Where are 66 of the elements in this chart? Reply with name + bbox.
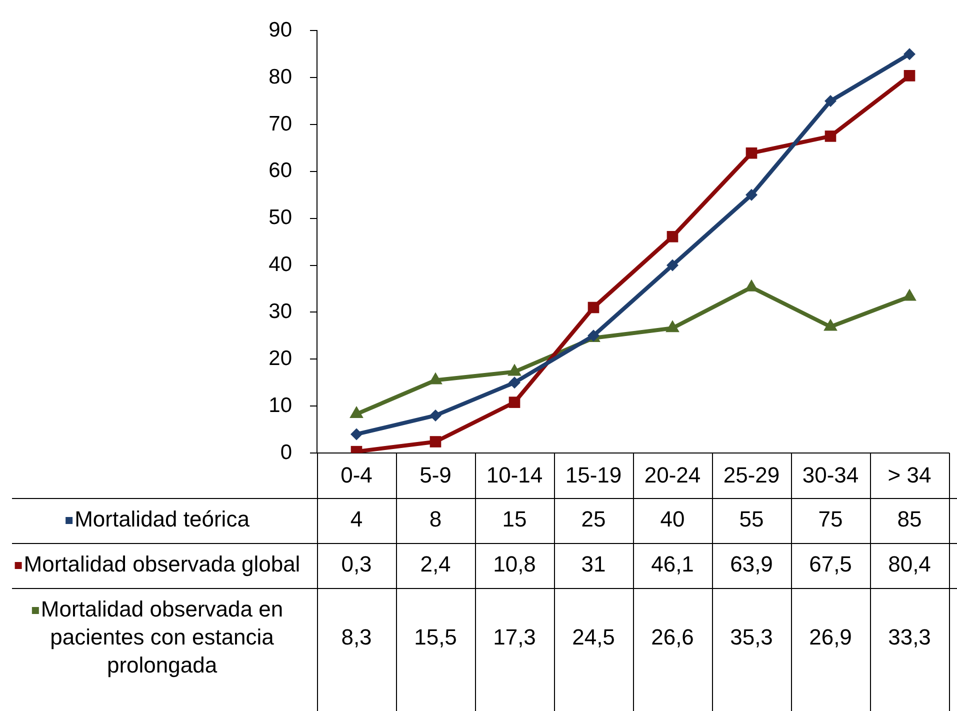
point xyxy=(824,95,836,107)
data-label: 25 xyxy=(581,506,606,532)
legend-label: Mortalidad observada global xyxy=(24,552,300,577)
data-label: 85 xyxy=(897,506,922,532)
y-tick-label: 70 xyxy=(268,112,292,136)
point xyxy=(744,279,758,292)
y-tick-label: 40 xyxy=(268,253,292,276)
data-label: 67,5 xyxy=(809,552,852,577)
y-tick-label: 60 xyxy=(268,159,292,182)
point xyxy=(588,302,600,314)
point xyxy=(746,147,758,159)
x-tick-label: 15-19 xyxy=(565,462,622,488)
data-label: 0,3 xyxy=(341,552,372,577)
data-label: 24,5 xyxy=(572,624,615,650)
data-label: 75 xyxy=(818,506,843,532)
y-tick-label: 20 xyxy=(268,346,292,370)
data-label: 15 xyxy=(502,506,527,532)
point xyxy=(350,406,364,418)
y-tick-label: 30 xyxy=(268,300,292,323)
data-label: 46,1 xyxy=(651,552,694,577)
point xyxy=(430,436,442,448)
y-tick-label: 50 xyxy=(268,206,292,230)
data-label: 10,8 xyxy=(493,552,536,577)
legend-label: Mortalidad teórica xyxy=(74,506,250,532)
point xyxy=(430,409,442,422)
data-label: 4 xyxy=(350,506,363,532)
point xyxy=(666,259,678,272)
point xyxy=(902,288,916,301)
y-tick-label: 0 xyxy=(280,440,292,464)
data-label: 2,4 xyxy=(420,552,451,577)
data-label: 8 xyxy=(429,506,442,532)
point xyxy=(904,70,916,82)
data-label: 8,3 xyxy=(341,624,372,650)
data-label: 15,5 xyxy=(414,624,457,650)
data-label: 63,9 xyxy=(730,552,773,577)
point xyxy=(350,428,362,440)
data-label: 55 xyxy=(739,506,764,532)
point xyxy=(428,372,442,384)
y-tick-label: 80 xyxy=(268,65,292,88)
x-tick-label: 25-29 xyxy=(723,462,780,488)
x-tick-label: 10-14 xyxy=(486,462,543,488)
point xyxy=(824,318,838,331)
data-label: 80,4 xyxy=(888,552,931,577)
x-tick-label: 0-4 xyxy=(340,462,372,488)
data-label: 26,9 xyxy=(809,624,852,650)
data-label: 26,6 xyxy=(651,624,694,650)
x-tick-label: 5-9 xyxy=(420,462,452,488)
y-tick-label: 90 xyxy=(268,18,292,42)
legend-label: Mortalidad observada en pacientes con estancia prolongada xyxy=(40,596,284,678)
point xyxy=(824,130,836,142)
point xyxy=(666,230,678,242)
x-tick-label: 20-24 xyxy=(644,462,701,488)
point xyxy=(508,376,520,389)
x-tick-label: 30-34 xyxy=(802,462,859,488)
data-label: 31 xyxy=(581,552,606,577)
data-label: 40 xyxy=(660,506,685,532)
data-label: 35,3 xyxy=(730,624,773,650)
point xyxy=(746,188,758,201)
x-tick-label: > 34 xyxy=(888,462,932,488)
data-label: 17,3 xyxy=(493,624,536,650)
point xyxy=(666,320,680,332)
point xyxy=(508,364,522,376)
point xyxy=(904,48,916,60)
data-label: 33,3 xyxy=(888,624,931,650)
point xyxy=(508,396,520,408)
y-tick-label: 10 xyxy=(268,394,292,417)
